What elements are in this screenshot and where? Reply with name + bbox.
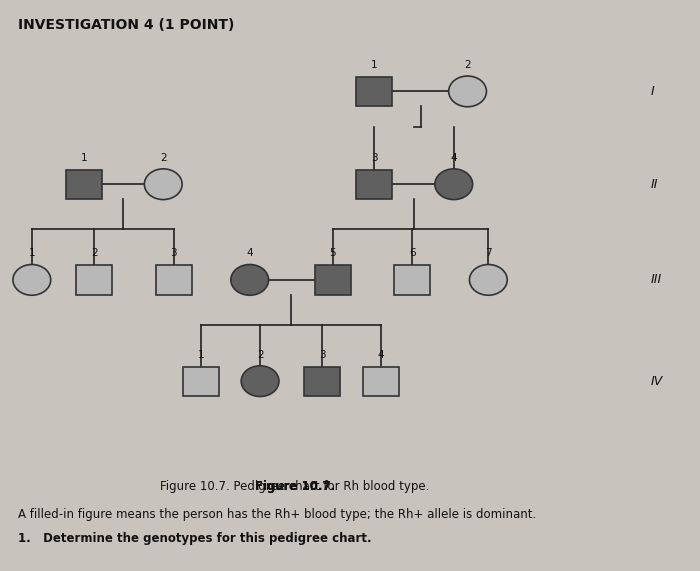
Text: INVESTIGATION 4 (1 POINT): INVESTIGATION 4 (1 POINT) bbox=[18, 18, 234, 32]
Text: 1.   Determine the genotypes for this pedigree chart.: 1. Determine the genotypes for this pedi… bbox=[18, 532, 372, 545]
Bar bbox=[356, 170, 392, 199]
Text: III: III bbox=[651, 274, 662, 287]
Text: IV: IV bbox=[651, 375, 663, 388]
Bar bbox=[356, 77, 392, 106]
Text: Figure 10.7.: Figure 10.7. bbox=[255, 480, 335, 493]
Circle shape bbox=[144, 169, 182, 200]
Circle shape bbox=[231, 264, 269, 295]
Text: 4: 4 bbox=[246, 248, 253, 259]
Bar bbox=[155, 266, 192, 295]
Text: A filled-in figure means the person has the Rh+ blood type; the Rh+ allele is do: A filled-in figure means the person has … bbox=[18, 508, 536, 521]
Text: I: I bbox=[651, 85, 654, 98]
Text: Figure 10.7. Pedigree chart for Rh blood type.: Figure 10.7. Pedigree chart for Rh blood… bbox=[160, 480, 429, 493]
Text: 2: 2 bbox=[160, 153, 167, 163]
Text: 7: 7 bbox=[485, 248, 491, 259]
Text: II: II bbox=[651, 178, 659, 191]
Text: 1: 1 bbox=[371, 60, 377, 70]
Text: 3: 3 bbox=[170, 248, 177, 259]
Text: 2: 2 bbox=[257, 350, 263, 360]
Circle shape bbox=[435, 169, 472, 200]
Text: 2: 2 bbox=[464, 60, 471, 70]
Bar bbox=[304, 367, 340, 396]
Circle shape bbox=[13, 264, 50, 295]
Bar bbox=[394, 266, 430, 295]
Text: 2: 2 bbox=[91, 248, 97, 259]
Text: 5: 5 bbox=[330, 248, 336, 259]
Circle shape bbox=[470, 264, 508, 295]
Text: 3: 3 bbox=[371, 153, 377, 163]
Text: 1: 1 bbox=[198, 350, 204, 360]
Text: 4: 4 bbox=[450, 153, 457, 163]
Circle shape bbox=[449, 76, 486, 107]
Text: Figure 10.7.: Figure 10.7. bbox=[255, 480, 335, 493]
Bar bbox=[66, 170, 102, 199]
Bar bbox=[363, 367, 399, 396]
Bar bbox=[183, 367, 219, 396]
Circle shape bbox=[241, 366, 279, 396]
Text: 4: 4 bbox=[378, 350, 384, 360]
Bar bbox=[76, 266, 112, 295]
Text: 1: 1 bbox=[29, 248, 35, 259]
Text: 3: 3 bbox=[319, 350, 326, 360]
Bar bbox=[315, 266, 351, 295]
Text: 6: 6 bbox=[409, 248, 416, 259]
Text: 1: 1 bbox=[80, 153, 87, 163]
